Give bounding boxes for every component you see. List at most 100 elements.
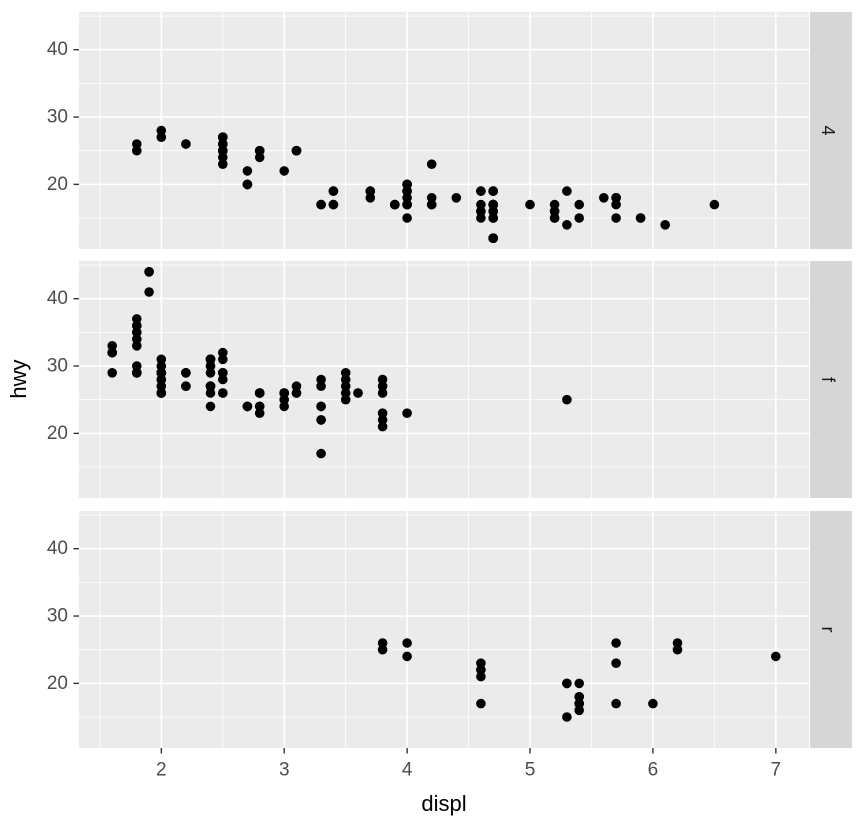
data-point <box>476 698 486 709</box>
data-point <box>488 199 499 210</box>
x-tick-label: 2 <box>156 760 167 781</box>
data-point <box>549 206 560 217</box>
y-tick-label: 20 <box>47 423 68 444</box>
data-point <box>476 213 486 223</box>
y-tick-label: 40 <box>47 39 68 60</box>
data-point <box>476 199 486 210</box>
data-point <box>132 145 142 156</box>
data-point <box>476 665 486 675</box>
data-point <box>254 408 265 419</box>
data-point <box>340 381 351 392</box>
data-point <box>316 381 326 392</box>
data-point <box>611 199 621 210</box>
data-point <box>402 199 412 210</box>
data-point <box>488 233 499 243</box>
data-point <box>107 347 117 358</box>
data-point <box>574 678 584 689</box>
data-point <box>377 374 388 385</box>
panel-background <box>79 261 809 498</box>
data-point <box>181 139 191 149</box>
data-point <box>365 193 376 203</box>
data-point <box>476 186 486 196</box>
data-point <box>549 213 560 223</box>
data-point <box>340 374 351 385</box>
data-point <box>365 186 376 196</box>
data-point <box>660 220 670 230</box>
data-point <box>254 152 265 163</box>
data-point <box>205 368 216 378</box>
data-point <box>476 658 486 668</box>
data-point <box>218 388 228 398</box>
data-point <box>340 368 351 378</box>
y-tick-label: 30 <box>47 107 68 128</box>
y-tick-label: 30 <box>47 606 68 627</box>
data-point <box>574 692 584 702</box>
data-point <box>377 644 388 655</box>
x-axis-title: displ <box>421 791 466 816</box>
data-point <box>648 698 658 709</box>
data-point <box>218 132 228 142</box>
data-point <box>316 401 326 412</box>
data-point <box>218 139 228 149</box>
data-point <box>340 394 351 405</box>
data-point <box>156 381 167 392</box>
data-point <box>279 388 290 398</box>
data-point <box>476 206 486 217</box>
facet-strip <box>810 261 852 498</box>
y-axis-title: hwy <box>6 359 31 398</box>
data-point <box>254 145 265 156</box>
data-point <box>525 199 535 210</box>
x-tick-label: 5 <box>525 760 536 781</box>
facet-strip <box>810 511 852 748</box>
data-point <box>132 334 142 344</box>
data-point <box>426 159 437 169</box>
data-point <box>156 354 167 365</box>
data-point <box>451 193 462 203</box>
data-point <box>218 347 228 358</box>
y-tick-label: 20 <box>47 673 68 694</box>
data-point <box>132 314 142 324</box>
data-point <box>574 698 584 709</box>
data-point <box>476 671 486 682</box>
data-point <box>488 206 499 217</box>
data-point <box>291 145 302 156</box>
data-point <box>390 199 400 210</box>
data-point <box>242 401 253 412</box>
data-point <box>574 199 584 210</box>
data-point <box>402 651 412 662</box>
data-point <box>611 658 621 668</box>
data-point <box>279 394 290 405</box>
data-point <box>402 193 412 203</box>
facet-panel-4: 20 30 40 4 <box>47 12 852 249</box>
data-point <box>402 408 412 419</box>
data-point <box>181 368 191 378</box>
data-point <box>328 186 339 196</box>
data-point <box>156 368 167 378</box>
data-point <box>611 638 621 648</box>
data-point <box>426 193 437 203</box>
x-tick-label: 7 <box>771 760 782 781</box>
facet-strip-label: r <box>818 627 838 633</box>
data-point <box>611 193 621 203</box>
data-point <box>132 139 142 149</box>
data-point <box>340 388 351 398</box>
data-point <box>549 199 560 210</box>
data-point <box>488 213 499 223</box>
y-tick-label: 40 <box>47 538 68 559</box>
data-point <box>132 327 142 338</box>
data-point <box>132 361 142 371</box>
facet-panel-r: 20 30 40 r <box>47 511 852 748</box>
x-tick-label: 3 <box>279 760 290 781</box>
x-tick-label: 4 <box>402 760 413 781</box>
data-point <box>156 361 167 371</box>
data-point <box>132 341 142 351</box>
data-point <box>254 401 265 412</box>
data-point <box>611 213 621 223</box>
data-point <box>316 374 326 385</box>
data-point <box>205 381 216 392</box>
data-point <box>218 145 228 156</box>
data-point <box>156 132 167 142</box>
data-point <box>328 199 339 210</box>
data-point <box>218 368 228 378</box>
